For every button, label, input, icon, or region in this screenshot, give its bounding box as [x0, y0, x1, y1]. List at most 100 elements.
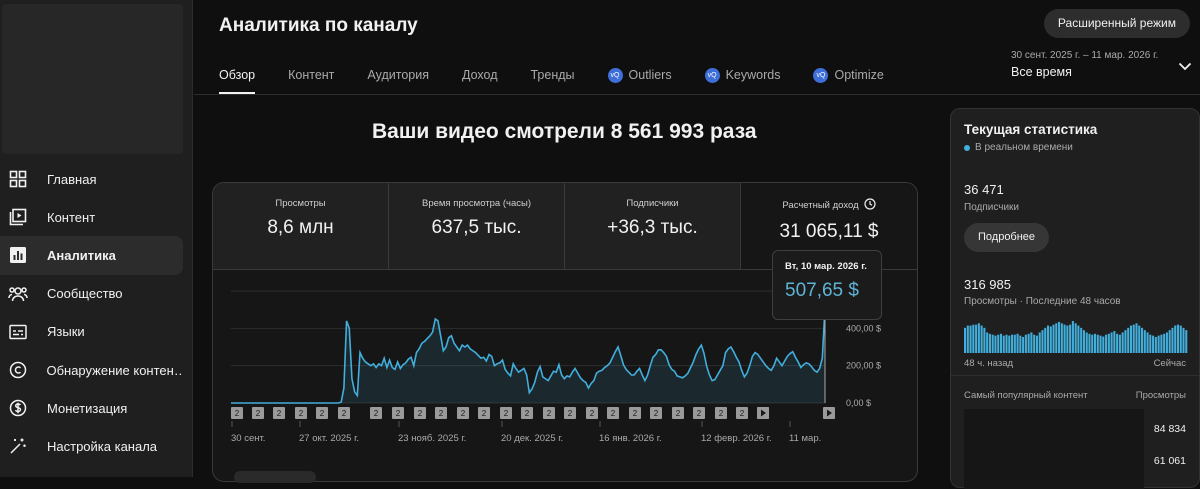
realtime-subscribers-value: 36 471	[964, 182, 1004, 197]
tab-label: Тренды	[530, 68, 575, 82]
upload-marker-icon[interactable]	[500, 407, 512, 419]
divider	[951, 375, 1199, 376]
mini-chart-bar	[1113, 331, 1116, 353]
mini-chart-bar	[1102, 336, 1105, 353]
metric-watch-time[interactable]: Время просмотра (часы) 637,5 тыс.	[389, 183, 565, 269]
mini-chart-bar	[1168, 330, 1171, 353]
overview-headline: Ваши видео смотрели 8 561 993 раза	[372, 120, 757, 143]
mini-chart-start-label: 48 ч. назад	[964, 358, 1014, 369]
mini-chart-bar	[1074, 323, 1077, 353]
upload-marker-label: 2	[374, 409, 379, 418]
sidebar-item-monetization[interactable]: Монетизация	[0, 389, 183, 427]
mini-chart-bar	[1185, 330, 1188, 353]
mini-chart-bar	[1077, 325, 1080, 353]
upload-marker-label: 2	[320, 409, 325, 418]
upload-marker-icon[interactable]	[693, 407, 705, 419]
metric-value: 8,6 млн	[267, 217, 334, 238]
upload-marker-icon[interactable]	[435, 407, 447, 419]
top-content-thumbnail[interactable]	[964, 409, 1144, 489]
upload-marker-icon[interactable]	[736, 407, 748, 419]
mini-chart-bar	[1152, 335, 1155, 353]
mini-chart-bar	[1024, 334, 1027, 353]
mini-chart-bar	[1044, 327, 1047, 353]
tab-label: Outliers	[628, 68, 672, 82]
upload-marker-icon[interactable]	[629, 407, 641, 419]
tab-overview[interactable]: Обзор	[219, 56, 256, 94]
date-range-period: 30 сент. 2025 г. – 11 мар. 2026 г.	[1011, 50, 1159, 61]
upload-marker-icon[interactable]	[521, 407, 533, 419]
tab-outliers[interactable]: vQ Outliers	[607, 56, 672, 94]
revenue-chart[interactable]: 400,00 $ 200,00 $ 0,00 $ 2 2 2 2 2 2 2 2 2 2 2 2 2 2 2 2 2 2…	[213, 183, 918, 482]
chart-x-tick-label: 23 нояб. 2025 г.	[398, 433, 466, 444]
see-more-button[interactable]	[234, 471, 316, 483]
tab-label: Доход	[461, 68, 498, 82]
upload-marker-icon[interactable]	[392, 407, 404, 419]
date-range-selector[interactable]: 30 сент. 2025 г. – 11 мар. 2026 г. Все в…	[1011, 50, 1192, 79]
mini-chart-bar	[1174, 325, 1177, 353]
tab-content[interactable]: Контент	[288, 56, 334, 94]
top-content-views: 61 061	[1153, 455, 1186, 467]
upload-marker-icon[interactable]	[715, 407, 727, 419]
sidebar-item-customization[interactable]: Настройка канала	[0, 427, 183, 465]
metric-label: Просмотры	[275, 198, 326, 209]
upload-marker-icon[interactable]	[564, 407, 576, 419]
mini-chart-bar	[972, 324, 975, 353]
metric-label: Расчетный доход	[782, 200, 859, 211]
mini-chart-bar	[991, 334, 994, 353]
upload-marker-icon[interactable]	[295, 407, 307, 419]
mini-chart-bar	[964, 327, 967, 353]
tab-label: Optimize	[834, 68, 884, 82]
sidebar-item-content-detection[interactable]: Обнаружение контен…	[0, 351, 183, 389]
sidebar-item-content[interactable]: Контент	[0, 198, 183, 236]
mini-chart-bar	[1058, 321, 1061, 353]
top-content-views: 84 834	[1153, 423, 1186, 435]
upload-marker-label: 2	[697, 409, 702, 418]
sidebar-item-community[interactable]: Сообщество	[0, 275, 183, 313]
upload-marker-icon[interactable]	[316, 407, 328, 419]
tab-revenue[interactable]: Доход	[462, 56, 498, 94]
more-details-button[interactable]: Подробнее	[964, 223, 1050, 252]
upload-marker-icon[interactable]	[543, 407, 555, 419]
upload-marker-icon[interactable]	[370, 407, 382, 419]
upload-marker-icon[interactable]	[273, 407, 285, 419]
realtime-live: В реальном времени	[964, 142, 1073, 153]
upload-marker-icon[interactable]	[457, 407, 469, 419]
tab-audience[interactable]: Аудитория	[367, 56, 429, 94]
upload-marker-icon[interactable]	[338, 407, 350, 419]
tab-label: Обзор	[219, 68, 256, 82]
upload-marker-icon[interactable]	[650, 407, 662, 419]
upload-marker-icon[interactable]	[414, 407, 426, 419]
mini-chart-bar	[1127, 327, 1130, 353]
mini-chart-bar	[1110, 332, 1113, 353]
upload-marker-icon[interactable]	[231, 407, 243, 419]
sidebar-item-home[interactable]: Главная	[0, 160, 183, 198]
advanced-mode-button[interactable]: Расширенный режим	[1043, 9, 1190, 38]
tab-keywords[interactable]: vQ Keywords	[704, 56, 780, 94]
upload-marker-icon[interactable]	[478, 407, 490, 419]
upload-marker-icon[interactable]	[607, 407, 619, 419]
metric-subscribers[interactable]: Подписчики +36,3 тыс.	[565, 183, 741, 269]
magic-wand-icon	[8, 436, 28, 456]
metric-revenue[interactable]: Расчетный доход 31 065,11 $	[741, 183, 917, 269]
mini-chart-bar	[1132, 324, 1135, 353]
upload-marker-icon[interactable]	[586, 407, 598, 419]
tab-optimize[interactable]: vQ Optimize	[813, 56, 884, 94]
sidebar-item-label: Сообщество	[47, 286, 123, 302]
metric-views[interactable]: Просмотры 8,6 млн	[213, 183, 389, 269]
tab-trends[interactable]: Тренды	[530, 56, 574, 94]
channel-avatar-placeholder[interactable]	[2, 4, 183, 154]
top-content-label: Самый популярный контент	[964, 390, 1088, 401]
sidebar-item-languages[interactable]: Языки	[0, 313, 183, 351]
sidebar-item-label: Настройка канала	[47, 438, 158, 454]
upload-marker-icon[interactable]	[672, 407, 684, 419]
upload-marker-icon[interactable]	[252, 407, 264, 419]
extension-badge-icon: vQ	[813, 68, 829, 83]
realtime-mini-chart[interactable]	[964, 319, 1188, 353]
mini-chart-bar	[997, 334, 1000, 353]
mini-chart-bar	[1008, 335, 1011, 353]
mini-chart-bar	[1099, 335, 1102, 353]
mini-chart-bar	[1027, 333, 1030, 353]
mini-chart-bar	[1055, 323, 1058, 353]
sidebar-item-analytics[interactable]: Аналитика	[0, 236, 183, 275]
upload-marker-label: 2	[568, 409, 573, 418]
